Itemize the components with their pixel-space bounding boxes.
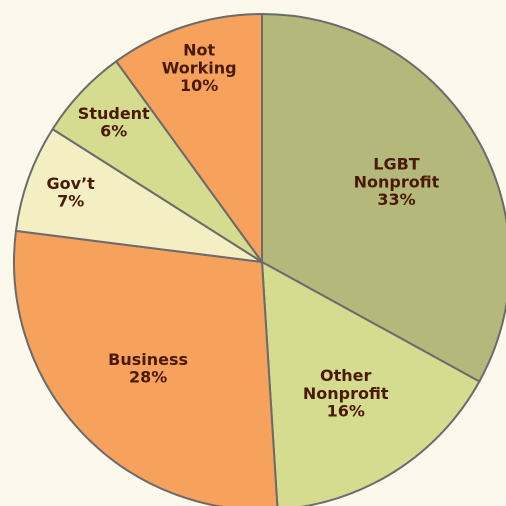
slice-value-label: 28%	[129, 367, 167, 386]
label-line: Working	[162, 58, 237, 77]
label-line: Not	[183, 40, 215, 59]
slice-label: LGBT Nonprofit	[354, 154, 440, 191]
pie-slice	[13, 229, 279, 506]
slice-value-label: 6%	[100, 121, 127, 140]
slice-value-label: 10%	[180, 76, 218, 95]
slice-label: Other Nonprofit	[303, 365, 389, 402]
pie-slice	[14, 127, 263, 263]
slice-label: Not Working	[162, 40, 237, 77]
slice-value-label: 33%	[377, 190, 415, 209]
label-line: Business	[108, 349, 188, 368]
label-line: Other	[320, 365, 371, 384]
pie-slice	[114, 12, 263, 266]
label-line: LGBT	[373, 154, 420, 173]
label-line: Student	[78, 103, 150, 122]
label-line: Nonprofit	[303, 383, 389, 402]
slice-label: Gov’t	[47, 174, 96, 193]
slice-label: Student	[78, 103, 150, 122]
label-line: Nonprofit	[354, 172, 440, 191]
pie-slice	[261, 12, 506, 383]
label-line: Gov’t	[47, 174, 96, 193]
pie-slice	[260, 260, 481, 506]
slice-value-label: 7%	[57, 192, 84, 211]
slice-label: Business	[108, 349, 188, 368]
slice-value-label: 16%	[327, 401, 365, 420]
